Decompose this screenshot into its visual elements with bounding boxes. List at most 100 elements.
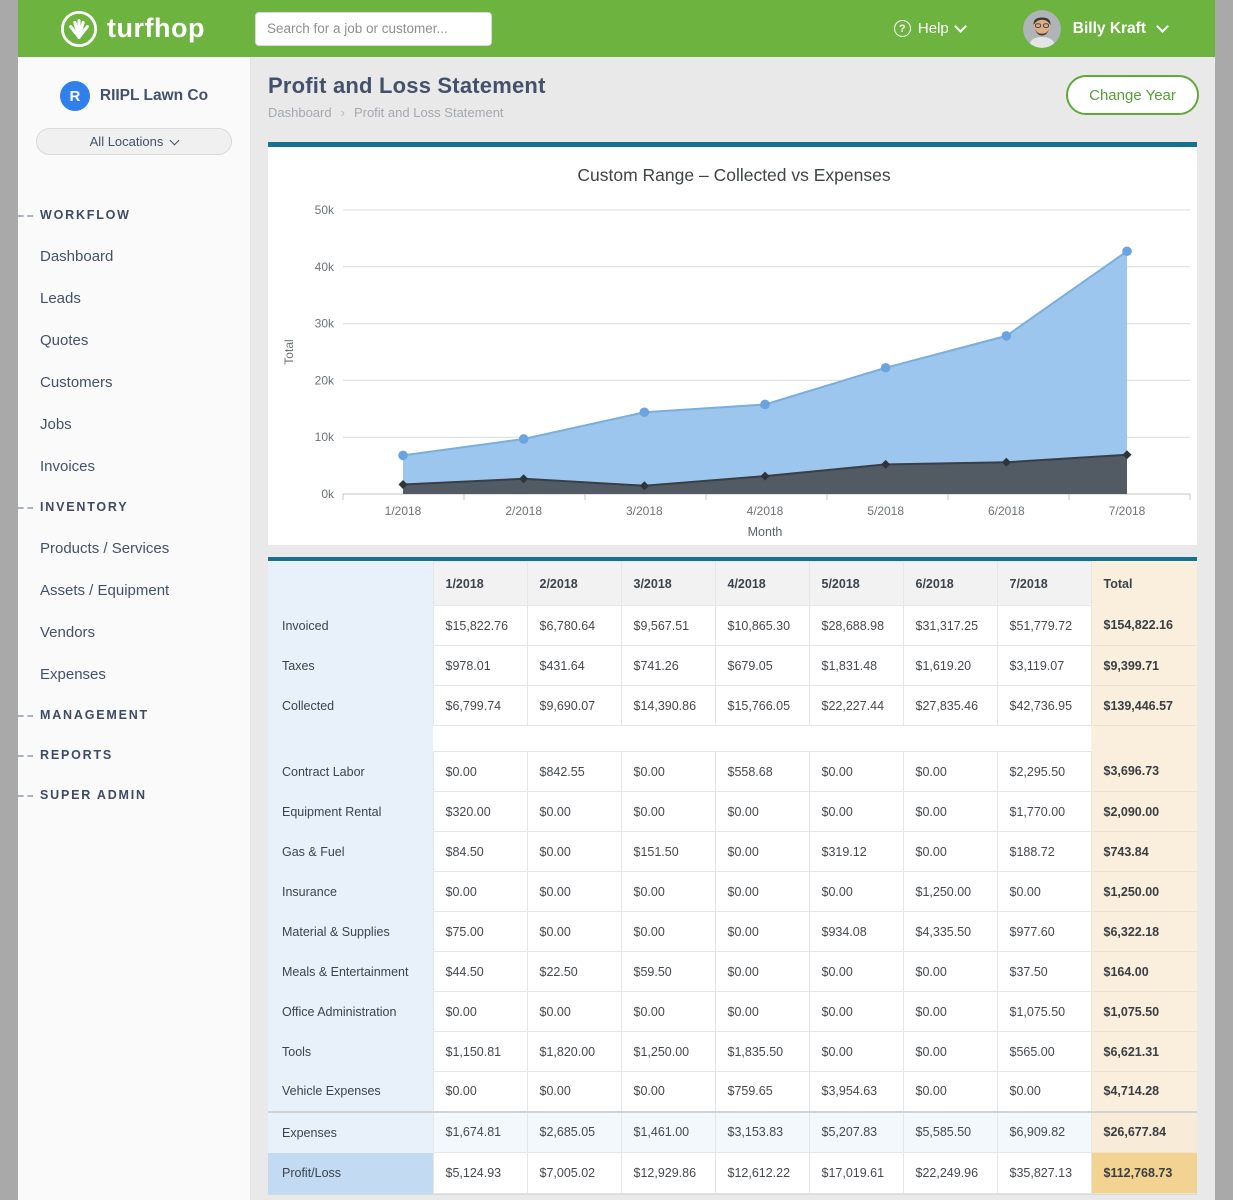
table-cell: $1,075.50 [996, 991, 1092, 1032]
company-name: RIIPL Lawn Co [99, 87, 209, 104]
table-row-meals-entertainment: Meals & Entertainment $44.50 $22.50 $59.50 $… [268, 951, 1197, 992]
sidebar-item-expenses[interactable]: Expenses [40, 665, 106, 683]
column-header-total: Total [1091, 561, 1197, 606]
table-cell: $1,674.81 [432, 1110, 528, 1153]
table-cell: $0.00 [996, 871, 1092, 912]
table-cell: $0.00 [902, 951, 998, 992]
sidebar-item-assets-equipment[interactable]: Assets / Equipment [40, 581, 170, 599]
help-icon: ? [893, 20, 911, 37]
collected-vs-expenses-chart-card: Custom Range – Collected vs Expenses 0k 10… [268, 142, 1197, 545]
profit-loss-table: 1/2018 2/2018 3/2018 4/2018 5/2018 6/2018 7/20… [268, 561, 1197, 1194]
sidebar-item-invoices[interactable]: Invoices [40, 457, 96, 475]
sidebar-item-products-services[interactable]: Products / Services [40, 539, 170, 557]
svg-text:5/2018: 5/2018 [867, 504, 904, 518]
user-name[interactable]: Billy Kraft [1072, 19, 1146, 37]
sidebar-section-management[interactable]: MANAGEMENT [18, 695, 250, 735]
table-row-taxes: Taxes $978.01 $431.64 $741.26 $679.05 $1,831.… [268, 645, 1197, 686]
sidebar-section-workflow[interactable]: WORKFLOW [18, 195, 250, 235]
table-cell: $4,335.50 [902, 911, 998, 952]
table-cell: $1,831.48 [808, 645, 904, 686]
section-dash-icon [18, 755, 33, 757]
user-avatar[interactable] [1022, 9, 1061, 48]
table-cell: $0.00 [902, 791, 998, 832]
table-cell: $12,612.22 [714, 1152, 810, 1194]
section-dash-icon [18, 507, 33, 509]
sidebar-section-super-admin[interactable]: SUPER ADMIN [18, 775, 250, 815]
change-year-button[interactable]: Change Year [1066, 75, 1199, 115]
table-cell: $0.00 [902, 751, 998, 792]
table-cell: $0.00 [714, 871, 810, 912]
company-header: R RIIPL Lawn Co [18, 81, 250, 111]
table-row-gas-fuel: Gas & Fuel $84.50 $0.00 $151.50 $0.00 $319.12… [268, 831, 1197, 872]
row-label-contract-labor: Contract Labor [268, 751, 433, 792]
table-cell: $0.00 [808, 951, 904, 992]
row-total: $164.00 [1091, 951, 1197, 992]
row-total: $6,322.18 [1091, 911, 1197, 952]
sidebar-item-vendors[interactable]: Vendors [40, 623, 96, 641]
table-row-material-supplies: Material & Supplies $75.00 $0.00 $0.00 $0.00… [268, 911, 1197, 952]
scrollbar[interactable] [1215, 0, 1233, 1200]
sidebar-item-quotes[interactable]: Quotes [40, 331, 89, 349]
svg-text:20k: 20k [315, 373, 335, 387]
sidebar-section-reports[interactable]: REPORTS [18, 735, 250, 775]
table-row-office-administration: Office Administration $0.00 $0.00 $0.00 $0.0… [268, 991, 1197, 1032]
row-label-tools: Tools [268, 1031, 433, 1072]
table-cell: $0.00 [526, 991, 622, 1032]
column-header-corner [268, 561, 433, 606]
table-cell: $0.00 [620, 991, 716, 1032]
table-cell: $0.00 [526, 831, 622, 872]
sidebar-item-customers[interactable]: Customers [40, 373, 113, 391]
table-cell: $0.00 [996, 1071, 1092, 1112]
table-cell: $0.00 [808, 791, 904, 832]
table-cell: $558.68 [714, 751, 810, 792]
svg-text:4/2018: 4/2018 [747, 504, 784, 518]
location-selector-label: All Locations [89, 134, 164, 149]
svg-text:6/2018: 6/2018 [988, 504, 1025, 518]
table-cell: $10,865.30 [714, 605, 810, 646]
search-input[interactable] [254, 11, 492, 46]
table-cell: $0.00 [902, 1071, 998, 1112]
table-cell: $15,766.05 [714, 685, 810, 726]
svg-text:Total: Total [282, 339, 296, 364]
svg-text:0k: 0k [321, 487, 335, 501]
table-cell: $42,736.95 [996, 685, 1092, 726]
table-cell: $0.00 [526, 911, 622, 952]
table-cell: $0.00 [808, 1031, 904, 1072]
row-label-invoiced: Invoiced [268, 605, 433, 646]
sidebar-item-jobs[interactable]: Jobs [40, 415, 72, 433]
table-cell: $22,227.44 [808, 685, 904, 726]
table-cell: $0.00 [432, 871, 528, 912]
table-cell: $0.00 [620, 871, 716, 912]
brand-logo[interactable]: turfhop [60, 10, 205, 48]
table-row-tools: Tools $1,150.81 $1,820.00 $1,250.00 $1,835.5… [268, 1031, 1197, 1072]
location-selector[interactable]: All Locations [36, 128, 232, 155]
table-cell: $0.00 [432, 1071, 528, 1112]
breadcrumb-dashboard[interactable]: Dashboard [268, 105, 332, 120]
table-cell: $51,779.72 [996, 605, 1092, 646]
row-label-expenses: Expenses [268, 1110, 433, 1153]
svg-text:2/2018: 2/2018 [505, 504, 542, 518]
table-cell: $7,005.02 [526, 1152, 622, 1194]
table-cell: $1,461.00 [620, 1110, 716, 1153]
row-total: $2,090.00 [1091, 791, 1197, 832]
spacer-label [268, 725, 433, 752]
table-cell: $6,909.82 [996, 1110, 1092, 1153]
table-row-equipment-rental: Equipment Rental $320.00 $0.00 $0.00 $0.00 $0… [268, 791, 1197, 832]
sidebar-section-inventory[interactable]: INVENTORY [18, 487, 250, 527]
row-total: $154,822.16 [1091, 605, 1197, 646]
table-cell: $1,250.00 [902, 871, 998, 912]
column-header-7-2018: 7/2018 [996, 561, 1092, 606]
column-header-2-2018: 2/2018 [526, 561, 622, 606]
spacer-total [1091, 725, 1197, 752]
sidebar-item-leads[interactable]: Leads [40, 289, 81, 307]
svg-text:7/2018: 7/2018 [1109, 504, 1146, 518]
page-title: Profit and Loss Statement [268, 73, 546, 98]
table-cell: $1,250.00 [620, 1031, 716, 1072]
column-header-3-2018: 3/2018 [620, 561, 716, 606]
help-menu[interactable]: ? Help [893, 20, 967, 37]
sidebar-item-dashboard[interactable]: Dashboard [40, 247, 114, 265]
user-chevron-down-icon[interactable] [1156, 20, 1169, 33]
section-dash-icon [18, 795, 33, 797]
table-cell: $565.00 [996, 1031, 1092, 1072]
table-cell: $9,567.51 [620, 605, 716, 646]
